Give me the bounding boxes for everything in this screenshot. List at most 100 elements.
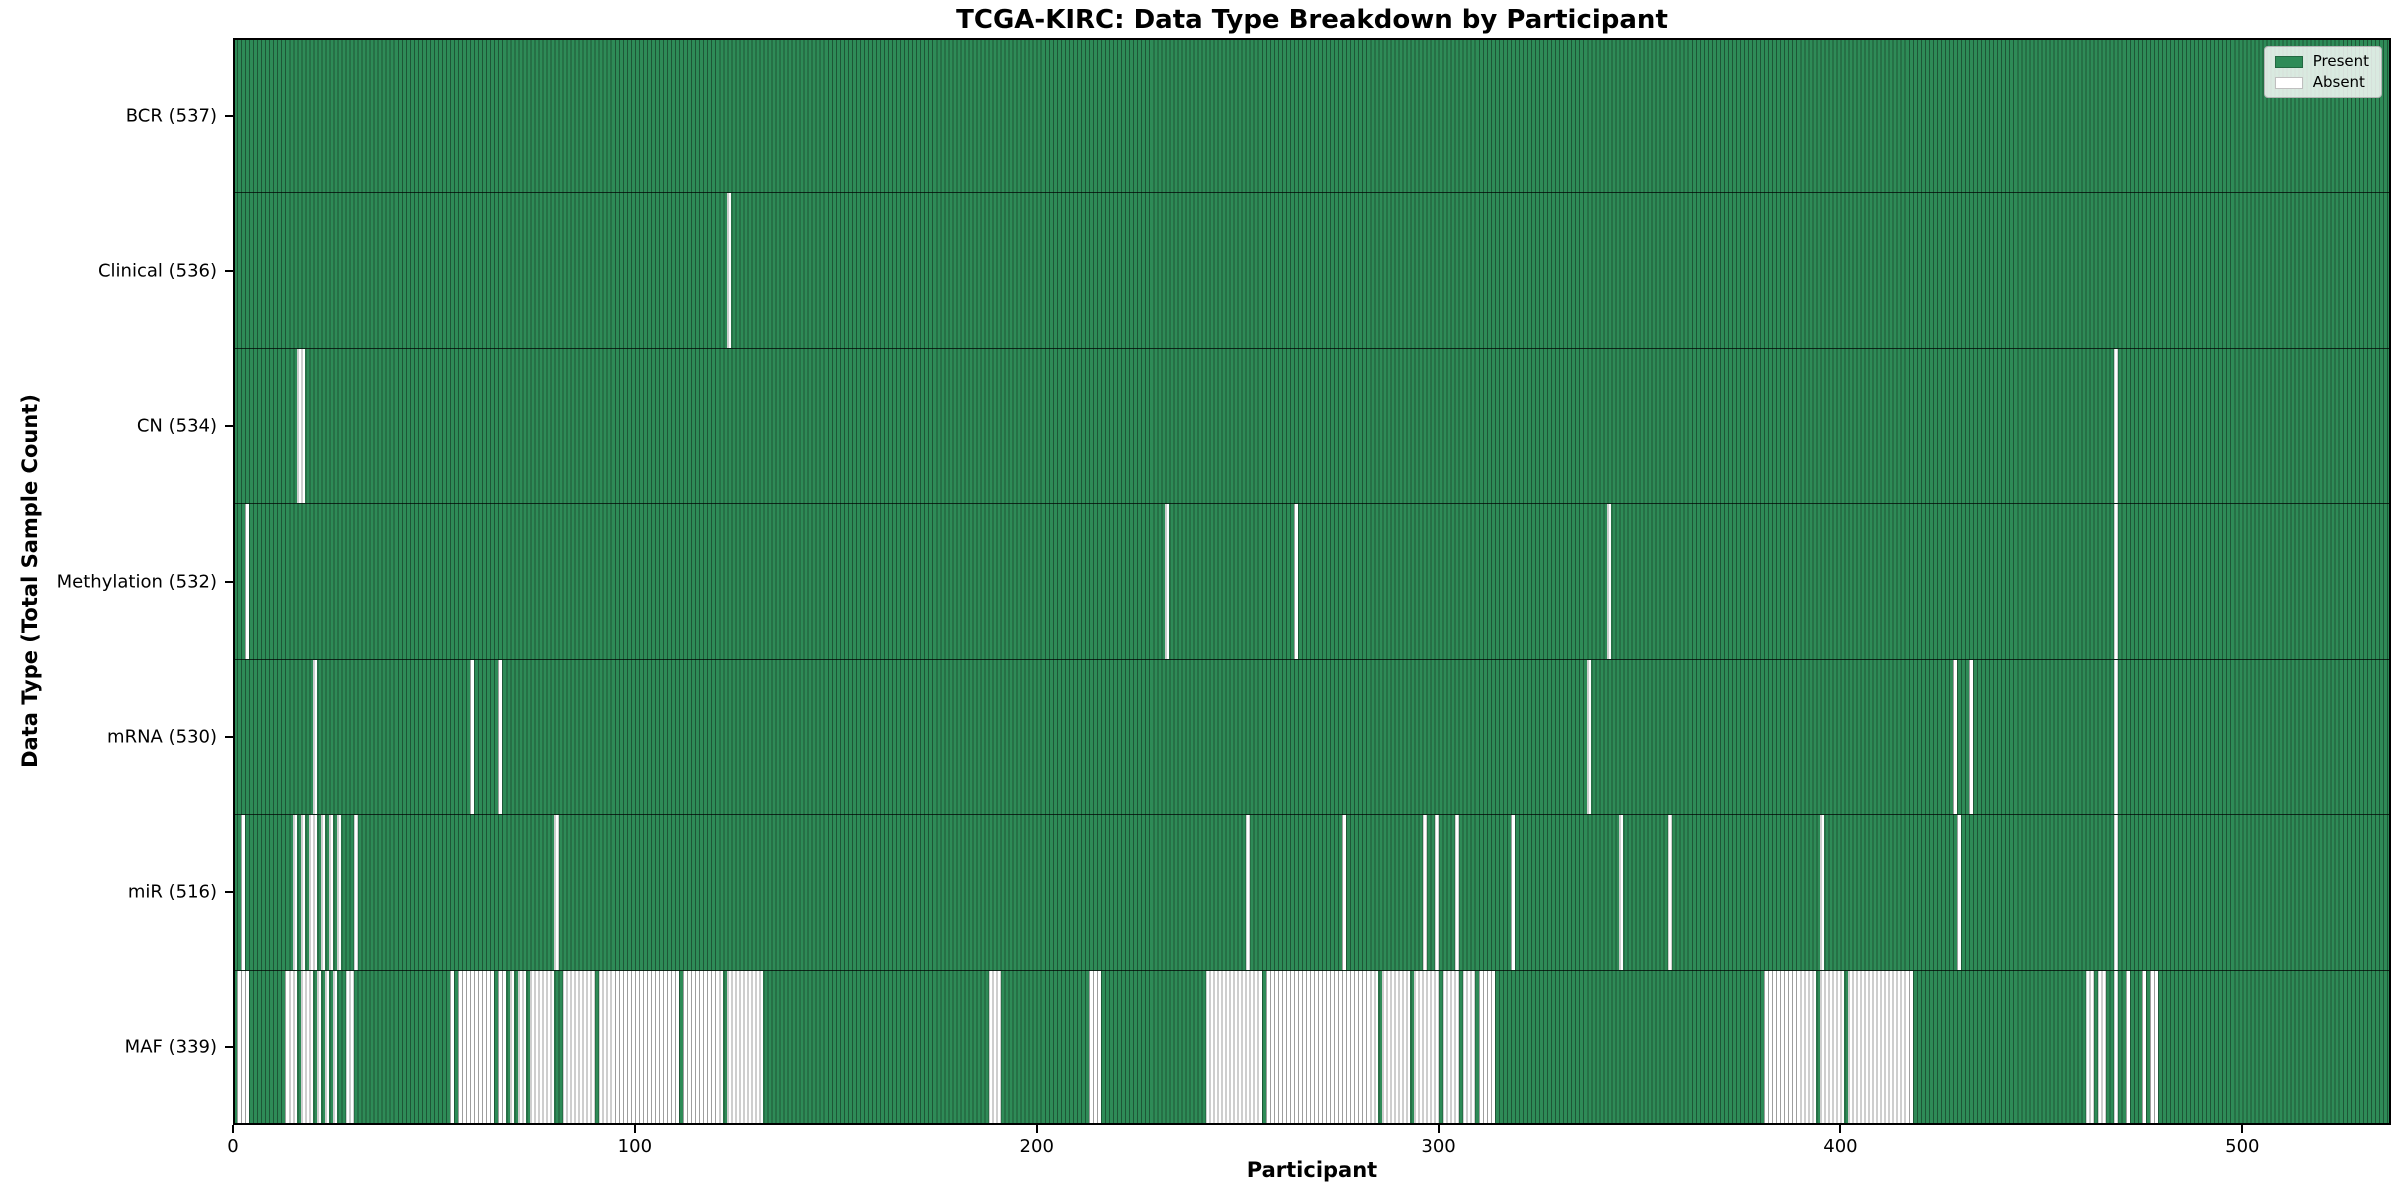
y-tick-label-clinical: Clinical (536) <box>97 260 217 282</box>
row-mir <box>233 814 2391 970</box>
x-tick-label: 100 <box>617 1136 653 1157</box>
legend-item-present: Present <box>2274 52 2369 70</box>
absent-segment <box>1478 970 1495 1125</box>
heatmap-rows <box>233 38 2391 1125</box>
row-clinical <box>233 192 2391 348</box>
absent-segment <box>988 970 1001 1125</box>
absent-segment <box>1265 970 1379 1125</box>
absent-segment <box>1293 504 1298 659</box>
y-tick-mark <box>225 1046 233 1049</box>
x-axis-label: Participant <box>1246 1158 1378 1182</box>
absent-segment <box>1820 815 1825 970</box>
absent-segment <box>498 970 507 1125</box>
x-tick-mark <box>633 1125 636 1133</box>
absent-segment <box>1434 815 1439 970</box>
absent-segment <box>510 970 515 1125</box>
y-tick-label-bcr: BCR (537) <box>125 105 217 127</box>
absent-segment <box>470 659 475 815</box>
y-tick-mark <box>225 425 233 428</box>
absent-segment <box>2113 504 2118 659</box>
x-tick-mark <box>2241 1125 2244 1133</box>
absent-segment <box>1587 659 1592 815</box>
x-tick-mark <box>1437 1125 1440 1133</box>
absent-segment <box>333 970 338 1125</box>
absent-segment <box>2113 970 2118 1125</box>
x-tick-label: 200 <box>1019 1136 1054 1157</box>
absent-segment <box>518 970 527 1125</box>
absent-segment <box>1342 815 1347 970</box>
absent-segment <box>1414 970 1439 1125</box>
y-tick-label-cn: CN (534) <box>136 415 217 437</box>
absent-segment <box>2125 970 2130 1125</box>
absent-segment <box>1205 970 1262 1125</box>
absent-segment <box>301 815 306 970</box>
y-tick-mark <box>225 269 233 272</box>
absent-segment <box>297 348 306 504</box>
absent-segment <box>337 815 342 970</box>
absent-segment <box>598 970 680 1125</box>
row-maf <box>233 969 2391 1125</box>
x-tick-label: 300 <box>1421 1136 1456 1157</box>
y-tick-mark <box>225 891 233 894</box>
absent-segment <box>2085 970 2094 1125</box>
x-tick-label: 500 <box>2225 1136 2260 1157</box>
absent-segment <box>1848 970 1913 1125</box>
absent-segment <box>1969 659 1974 815</box>
y-tick-label-mir: miR (516) <box>127 881 217 903</box>
absent-segment <box>450 970 455 1125</box>
absent-segment <box>353 815 358 970</box>
absent-segment <box>321 815 326 970</box>
absent-segment <box>1952 659 1957 815</box>
absent-segment <box>458 970 495 1125</box>
y-axis-label: Data Type (Total Sample Count) <box>18 394 42 768</box>
absent-segment <box>1764 970 1817 1125</box>
absent-segment <box>683 970 724 1125</box>
y-tick-label-maf: MAF (339) <box>124 1036 217 1058</box>
absent-segment <box>2113 348 2118 504</box>
legend-swatch-present <box>2274 55 2303 68</box>
absent-segment <box>1607 504 1612 659</box>
y-tick-mark <box>225 580 233 583</box>
absent-segment <box>1667 815 1672 970</box>
absent-segment <box>562 970 595 1125</box>
y-tick-mark <box>225 735 233 738</box>
legend-item-absent: Absent <box>2274 75 2369 90</box>
x-tick-mark <box>1839 1125 1842 1133</box>
plot-area: Present Absent <box>233 38 2391 1125</box>
absent-segment <box>1422 815 1427 970</box>
absent-segment <box>301 970 314 1125</box>
absent-segment <box>313 659 318 815</box>
absent-segment <box>1956 815 1961 970</box>
x-tick-mark <box>232 1125 234 1133</box>
y-tick-mark <box>225 114 233 117</box>
absent-segment <box>554 815 559 970</box>
absent-segment <box>1088 970 1101 1125</box>
absent-segment <box>727 193 732 348</box>
absent-segment <box>2097 970 2106 1125</box>
y-tick-label-methylation: Methylation (532) <box>56 571 217 592</box>
absent-segment <box>727 970 764 1125</box>
absent-segment <box>1510 815 1515 970</box>
legend-swatch-absent <box>2274 76 2303 89</box>
absent-segment <box>241 815 246 970</box>
absent-segment <box>1619 815 1624 970</box>
absent-segment <box>1820 970 1845 1125</box>
absent-segment <box>1442 970 1459 1125</box>
row-methylation <box>233 503 2391 659</box>
absent-segment <box>245 504 250 659</box>
row-cn <box>233 347 2391 504</box>
x-tick-label: 400 <box>1823 1136 1858 1157</box>
absent-segment <box>2141 970 2146 1125</box>
absent-segment <box>1382 970 1411 1125</box>
absent-segment <box>285 970 298 1125</box>
absent-segment <box>293 815 298 970</box>
absent-segment <box>325 970 330 1125</box>
absent-segment <box>498 659 503 815</box>
x-tick-mark <box>1035 1125 1038 1133</box>
absent-segment <box>2113 815 2118 970</box>
absent-segment <box>1462 970 1475 1125</box>
absent-segment <box>2149 970 2158 1125</box>
absent-segment <box>530 970 555 1125</box>
legend-label: Present <box>2312 52 2369 70</box>
